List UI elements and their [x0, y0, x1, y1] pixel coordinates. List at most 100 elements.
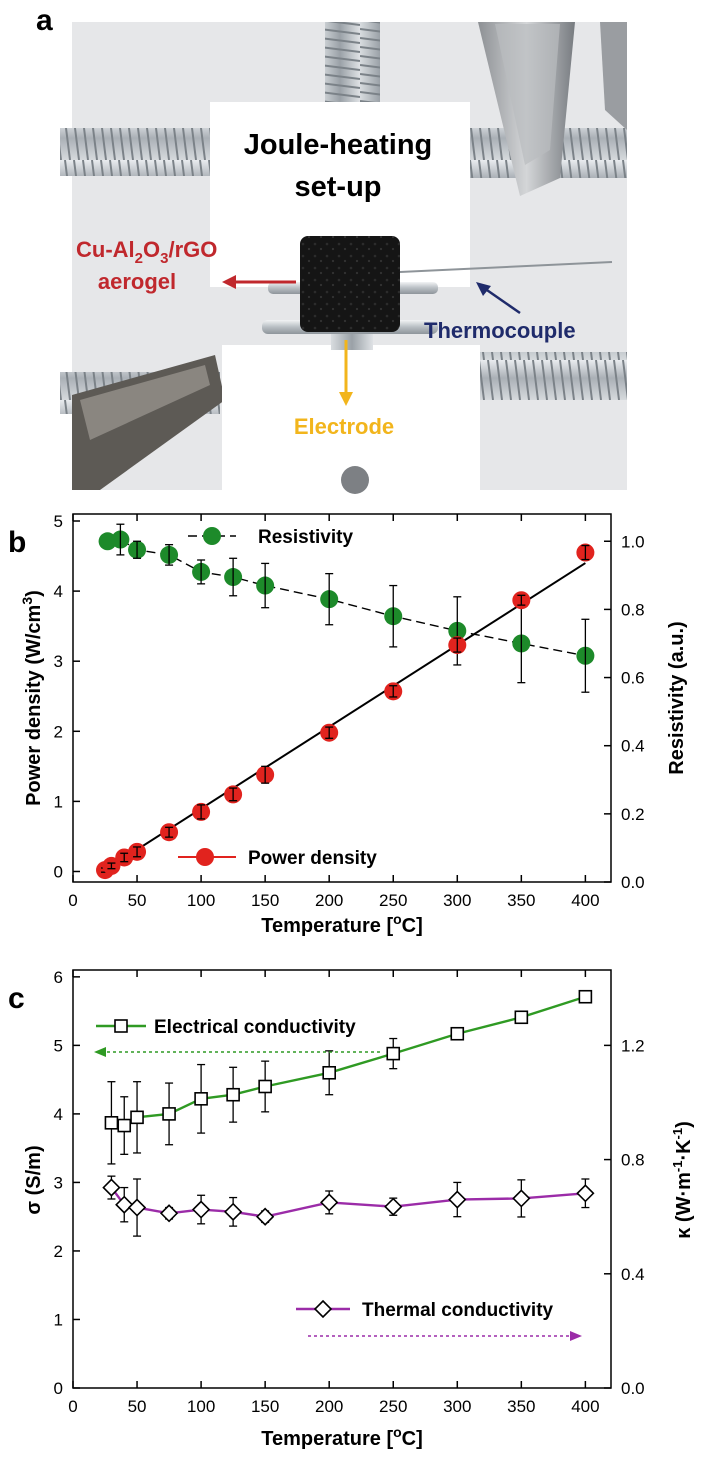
c-ytick-left-label-6: 6 [54, 968, 63, 987]
c-thermal-point-1 [115, 1195, 134, 1214]
panel-b-right-axis-label: Resistivity (a.u.) [666, 621, 688, 774]
b-ytick-right-label-2: 0.4 [621, 737, 645, 756]
thermocouple-arrow-head [476, 282, 491, 296]
c-legend-electrical: Electrical conductivity [94, 1017, 380, 1057]
c-ytick-right-label-1: 0.4 [621, 1265, 645, 1284]
b-resistivity-err-3 [165, 544, 174, 566]
aerogel-sub-2: 2 [135, 250, 143, 267]
aerogel-label-line2: aerogel [98, 269, 176, 294]
panel-c-xlabel-end: C] [402, 1428, 423, 1450]
b-xtick-label-200: 200 [315, 891, 343, 910]
panel-b-plot-frame [72, 513, 612, 883]
c-electrical-point-9 [450, 1026, 465, 1041]
panel-b-xlabel-end: C] [402, 915, 423, 937]
b-power-err-7 [261, 765, 270, 784]
c-thermal-point-9 [448, 1190, 467, 1209]
b-power-err-4 [165, 826, 174, 838]
b-power-err-10 [453, 637, 462, 653]
c-thermal-point-10 [512, 1189, 531, 1208]
c-thermal-line [110, 1186, 586, 1218]
c-thermal-point-8 [384, 1197, 403, 1216]
panel-c-right-axis-label: κ (W·m-1·K-1) [670, 1121, 695, 1239]
b-resistivity-err-5 [229, 557, 238, 597]
thermocouple-label: Thermocouple [424, 318, 576, 343]
panel-b-chart: b 0 50 100 150 200 250 300 350 400 0 1 2 3 4 5 0.0 0.2 0.… [8, 512, 688, 937]
b-xtick-label-300: 300 [443, 891, 471, 910]
c-thermal-point-0 [102, 1178, 121, 1197]
thermocouple-wire [399, 261, 613, 273]
panel-b-ylabel-sup: 3 [19, 597, 35, 605]
left-upper-bolt [60, 128, 220, 176]
b-legend-power-marker [196, 848, 214, 866]
b-xtick-label-250: 250 [379, 891, 407, 910]
panel-b-left-axis-label: Power density (W/cm3) [19, 590, 45, 806]
c-ytick-left-label-5: 5 [54, 1036, 63, 1055]
electrode-arrow-head [339, 392, 353, 406]
c-ytick-left-label-3: 3 [54, 1173, 63, 1192]
b-power-err-6 [229, 787, 238, 802]
b-power-fit-line [104, 562, 586, 871]
b-ytick-right-label-5: 1.0 [621, 532, 645, 551]
c-ytick-left-label-2: 2 [54, 1242, 63, 1261]
c-thermal-point-5 [223, 1202, 243, 1221]
c-xtick-label-0: 0 [68, 1397, 77, 1416]
panel-b-xlabel-part: Temperature [ [261, 915, 393, 937]
c-electrical-point-7 [322, 1065, 336, 1080]
bottom-ball [341, 466, 369, 494]
c-legend-thermal-arrow-head [570, 1331, 582, 1341]
c-electrical-point-10 [514, 1010, 529, 1025]
aerogel-part-o: O [143, 237, 160, 262]
c-xtick-label-250: 250 [379, 1397, 407, 1416]
c-ytick-right-label-3: 1.2 [621, 1036, 645, 1055]
b-power-err-11 [517, 594, 526, 606]
c-xtick-label-350: 350 [507, 1397, 535, 1416]
panel-c-xlabel-part: Temperature [ [261, 1428, 393, 1450]
panel-c-plot-frame [72, 969, 612, 1389]
c-legend-electrical-marker [114, 1019, 128, 1033]
b-power-err-2 [120, 852, 129, 863]
c-xtick-label-300: 300 [443, 1397, 471, 1416]
aerogel-part-rgo: /rGO [168, 237, 217, 262]
b-power-err-1 [107, 862, 116, 870]
b-xtick-label-100: 100 [187, 891, 215, 910]
c-electrical-point-8 [386, 1046, 401, 1061]
c-electrical-point-4 [194, 1092, 208, 1106]
c-thermal-point-4 [191, 1200, 211, 1219]
b-ytick-left-label-4: 4 [54, 582, 63, 601]
b-resistivity-err-7 [325, 572, 334, 626]
b-legend-resistivity-marker [203, 527, 221, 545]
panel-b-label: b [8, 526, 26, 559]
c-legend-thermal: Thermal conductivity [296, 1299, 582, 1341]
c-xtick-label-200: 200 [315, 1397, 343, 1416]
b-resistivity-err-8 [389, 584, 398, 648]
c-thermal-point-3 [159, 1204, 179, 1223]
aerogel-sample [300, 236, 400, 332]
b-legend-power: Power density [178, 848, 377, 869]
b-legend-resistivity: Resistivity [188, 527, 353, 548]
b-ytick-left-label-2: 2 [54, 722, 63, 741]
thermocouple-arrow [483, 286, 521, 315]
setup-title-line2: set-up [295, 171, 382, 203]
panel-c-ylabel-part: κ (W·m [673, 1172, 695, 1239]
b-ytick-right-label-3: 0.6 [621, 669, 645, 688]
b-power-err-5 [197, 804, 206, 820]
alligator-clip-bottom [72, 355, 225, 490]
b-legend-resistivity-text: Resistivity [258, 527, 353, 548]
c-ytick-left-label-4: 4 [54, 1105, 63, 1124]
c-xtick-label-400: 400 [571, 1397, 599, 1416]
b-xtick-label-50: 50 [128, 891, 147, 910]
b-resistivity-err-2 [133, 540, 142, 559]
c-xtick-label-50: 50 [128, 1397, 147, 1416]
b-ytick-right-label-4: 0.8 [621, 600, 645, 619]
b-xtick-label-0: 0 [68, 891, 77, 910]
c-xtick-label-100: 100 [187, 1397, 215, 1416]
b-ytick-right-label-1: 0.2 [621, 805, 645, 824]
aerogel-part-1: Cu-Al [76, 237, 135, 262]
panel-a-label: a [36, 4, 53, 37]
c-legend-electrical-text: Electrical conductivity [154, 1017, 356, 1038]
c-thermal-point-11 [576, 1184, 595, 1203]
panel-c-ylabel-mid: ·K [673, 1139, 695, 1161]
panel-b-ylabel-part: Power density (W/cm [23, 605, 45, 806]
aerogel-sub-3: 3 [160, 250, 168, 267]
